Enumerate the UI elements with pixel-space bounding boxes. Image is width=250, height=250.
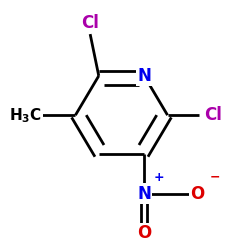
Text: N: N xyxy=(137,67,151,85)
Text: Cl: Cl xyxy=(81,14,99,32)
Text: −: − xyxy=(209,171,220,184)
Text: $\mathregular{H_3C}$: $\mathregular{H_3C}$ xyxy=(9,106,42,124)
Text: Cl: Cl xyxy=(204,106,222,124)
Text: N: N xyxy=(137,185,151,203)
Text: O: O xyxy=(190,185,204,203)
Text: O: O xyxy=(137,224,151,242)
Text: +: + xyxy=(154,171,165,184)
